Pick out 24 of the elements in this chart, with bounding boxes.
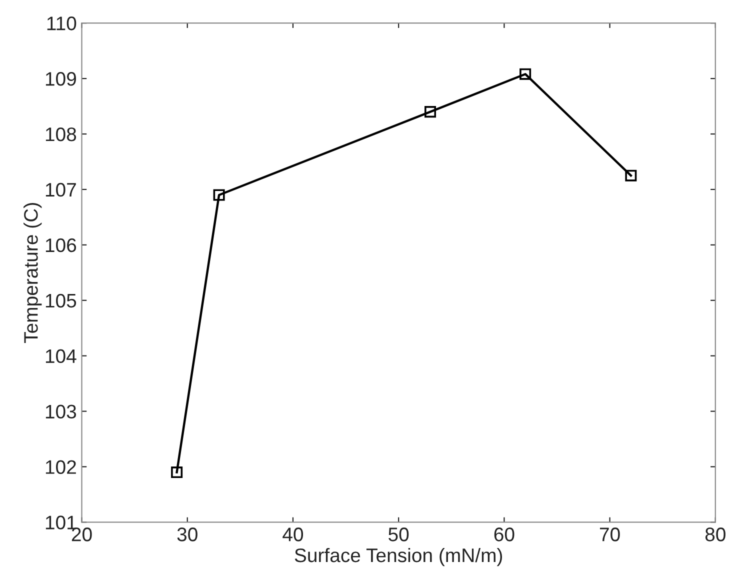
point [424, 106, 436, 118]
x-tick-label: 60 [494, 528, 514, 542]
y-tick-label: 110 [47, 16, 76, 30]
x-tick-label: 30 [177, 528, 198, 542]
y-tick-label: 102 [46, 460, 76, 474]
x-tick-label: 50 [388, 528, 409, 542]
x-tick-label: 20 [72, 528, 92, 542]
x-axis-title: Surface Tension (mN/m) [294, 548, 502, 566]
y-tick-label: 101 [46, 516, 76, 530]
y-tick-label: 104 [46, 349, 76, 364]
point [520, 68, 532, 80]
point [625, 170, 637, 182]
y-tick-label: 103 [46, 404, 76, 419]
x-tick-label: 70 [600, 528, 620, 542]
y-tick-label: 106 [46, 238, 76, 252]
y-tick-label: 107 [46, 182, 76, 197]
y-axis-title: Temperature (C) [24, 203, 42, 343]
point [171, 466, 183, 478]
x-tick-label: 40 [282, 528, 304, 542]
point [213, 189, 225, 201]
y-tick-label: 108 [46, 127, 76, 142]
x-tick-label: 80 [705, 528, 726, 542]
y-tick-label: 109 [46, 72, 76, 86]
y-tick-label: 105 [46, 294, 76, 308]
